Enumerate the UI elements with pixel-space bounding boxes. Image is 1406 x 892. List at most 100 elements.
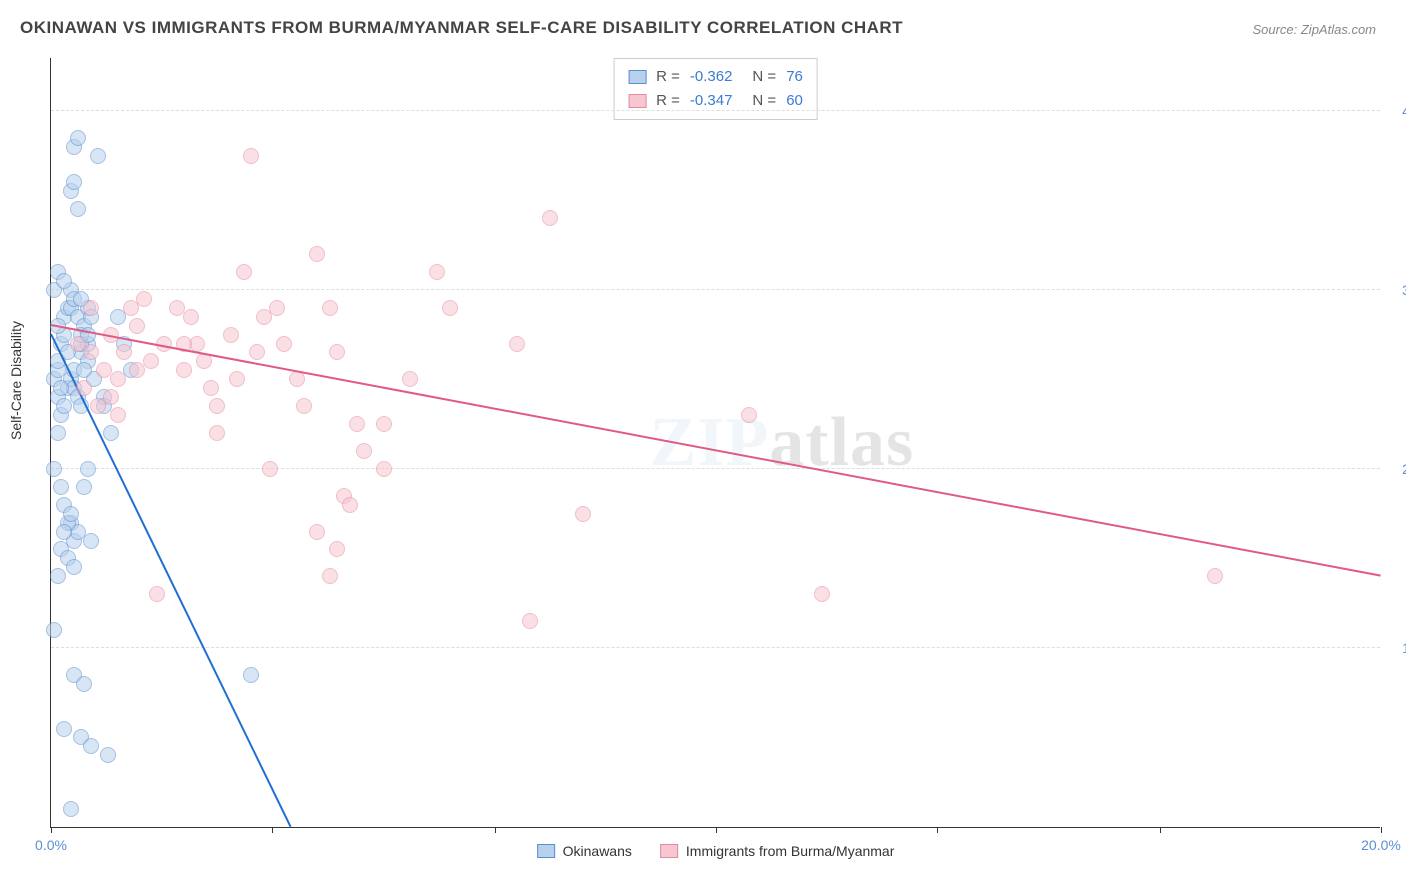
legend-item-immigrants: Immigrants from Burma/Myanmar: [660, 843, 894, 859]
data-point: [76, 676, 92, 692]
data-point: [56, 273, 72, 289]
data-point: [83, 344, 99, 360]
data-point: [136, 291, 152, 307]
data-point: [376, 461, 392, 477]
data-point: [209, 425, 225, 441]
data-point: [276, 336, 292, 352]
data-point: [149, 586, 165, 602]
r-value-okinawans: -0.362: [690, 65, 733, 89]
data-point: [243, 148, 259, 164]
data-point: [322, 300, 338, 316]
data-point: [183, 309, 199, 325]
gridline: [51, 110, 1380, 111]
data-point: [83, 300, 99, 316]
data-point: [309, 246, 325, 262]
source-attribution: Source: ZipAtlas.com: [1252, 22, 1376, 37]
data-point: [429, 264, 445, 280]
data-point: [83, 738, 99, 754]
data-point: [814, 586, 830, 602]
data-point: [76, 362, 92, 378]
data-point: [66, 174, 82, 190]
x-tick-label: 0.0%: [35, 837, 67, 853]
data-point: [442, 300, 458, 316]
data-point: [129, 362, 145, 378]
data-point: [116, 344, 132, 360]
data-point: [143, 353, 159, 369]
data-point: [83, 533, 99, 549]
data-point: [80, 461, 96, 477]
data-point: [289, 371, 305, 387]
data-point: [329, 344, 345, 360]
data-point: [110, 407, 126, 423]
series-legend: Okinawans Immigrants from Burma/Myanmar: [537, 843, 895, 859]
data-point: [63, 801, 79, 817]
data-point: [522, 613, 538, 629]
data-point: [129, 318, 145, 334]
x-tick: [272, 827, 273, 833]
data-point: [349, 416, 365, 432]
data-point: [249, 344, 265, 360]
data-point: [542, 210, 558, 226]
x-tick: [1381, 827, 1382, 833]
scatter-chart: ZIPatlas R = -0.362 N = 76 R = -0.347 N …: [50, 58, 1380, 828]
data-point: [96, 362, 112, 378]
data-point: [46, 622, 62, 638]
data-point: [53, 479, 69, 495]
data-point: [70, 130, 86, 146]
y-tick-label: 3.0%: [1402, 282, 1406, 298]
y-tick-label: 2.0%: [1402, 461, 1406, 477]
data-point: [309, 524, 325, 540]
x-tick: [937, 827, 938, 833]
data-point: [262, 461, 278, 477]
data-point: [509, 336, 525, 352]
legend-item-okinawans: Okinawans: [537, 843, 632, 859]
data-point: [229, 371, 245, 387]
data-point: [103, 389, 119, 405]
data-point: [66, 559, 82, 575]
watermark: ZIPatlas: [650, 403, 915, 483]
data-point: [1207, 568, 1223, 584]
data-point: [322, 568, 338, 584]
data-point: [53, 380, 69, 396]
data-point: [63, 506, 79, 522]
data-point: [243, 667, 259, 683]
data-point: [76, 380, 92, 396]
y-axis-label: Self-Care Disability: [8, 321, 24, 440]
data-point: [103, 425, 119, 441]
swatch-okinawans: [628, 70, 646, 84]
data-point: [56, 524, 72, 540]
data-point: [296, 398, 312, 414]
data-point: [76, 479, 92, 495]
data-point: [176, 362, 192, 378]
r-label: R =: [656, 65, 680, 89]
data-point: [203, 380, 219, 396]
data-point: [269, 300, 285, 316]
data-point: [56, 721, 72, 737]
data-point: [402, 371, 418, 387]
x-tick-label: 20.0%: [1361, 837, 1401, 853]
data-point: [100, 747, 116, 763]
data-point: [90, 148, 106, 164]
data-point: [236, 264, 252, 280]
swatch-okinawans-icon: [537, 844, 555, 858]
data-point: [356, 443, 372, 459]
data-point: [70, 201, 86, 217]
data-point: [342, 497, 358, 513]
n-label: N =: [752, 65, 776, 89]
data-point: [110, 371, 126, 387]
gridline: [51, 289, 1380, 290]
chart-title: OKINAWAN VS IMMIGRANTS FROM BURMA/MYANMA…: [20, 18, 903, 38]
swatch-immigrants: [628, 94, 646, 108]
x-tick: [495, 827, 496, 833]
x-tick: [51, 827, 52, 833]
swatch-immigrants-icon: [660, 844, 678, 858]
data-point: [223, 327, 239, 343]
legend-label-okinawans: Okinawans: [563, 843, 632, 859]
data-point: [575, 506, 591, 522]
legend-row-okinawans: R = -0.362 N = 76: [628, 65, 803, 89]
data-point: [50, 568, 66, 584]
data-point: [376, 416, 392, 432]
gridline: [51, 647, 1380, 648]
legend-label-immigrants: Immigrants from Burma/Myanmar: [686, 843, 894, 859]
y-tick-label: 1.0%: [1402, 640, 1406, 656]
